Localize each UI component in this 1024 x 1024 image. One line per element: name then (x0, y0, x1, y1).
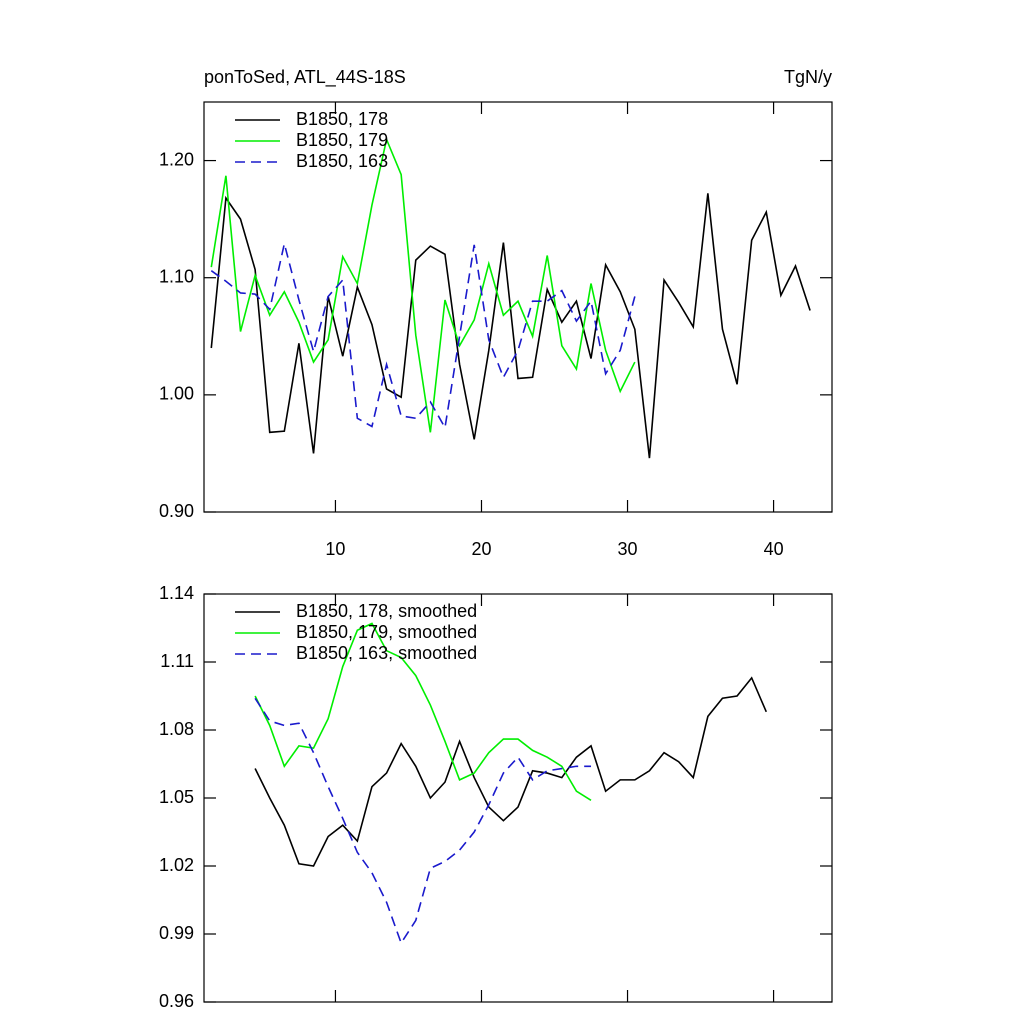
y-tick-label: 1.08 (159, 719, 194, 739)
series-line (210, 193, 811, 459)
series-line (210, 136, 636, 433)
x-tick-label: 20 (471, 539, 491, 559)
legend-label: B1850, 163, smoothed (296, 643, 477, 663)
series-line (254, 697, 592, 945)
units-label: TgN/y (784, 67, 832, 87)
x-tick-label: 10 (325, 539, 345, 559)
y-tick-label: 0.90 (159, 501, 194, 521)
y-tick-label: 1.00 (159, 384, 194, 404)
series-line (210, 243, 636, 431)
y-tick-label: 1.20 (159, 149, 194, 169)
y-tick-label: 1.11 (160, 651, 194, 671)
y-tick-label: 1.05 (159, 787, 194, 807)
x-tick-label: 40 (764, 539, 784, 559)
y-tick-label: 1.14 (159, 583, 194, 603)
y-tick-label: 1.02 (159, 855, 194, 875)
legend-label: B1850, 179, smoothed (296, 622, 477, 642)
x-tick-label: 30 (618, 539, 638, 559)
y-tick-label: 0.96 (159, 991, 194, 1011)
plot-frame (203, 101, 833, 513)
legend-label: B1850, 178 (296, 109, 388, 129)
y-tick-label: 1.10 (159, 266, 194, 286)
chart-title: ponToSed, ATL_44S-18S (204, 67, 406, 88)
legend-label: B1850, 178, smoothed (296, 601, 477, 621)
y-tick-label: 0.99 (159, 923, 194, 943)
legend-label: B1850, 179 (296, 130, 388, 150)
legend-label: B1850, 163 (296, 151, 388, 171)
series-line (254, 676, 768, 867)
